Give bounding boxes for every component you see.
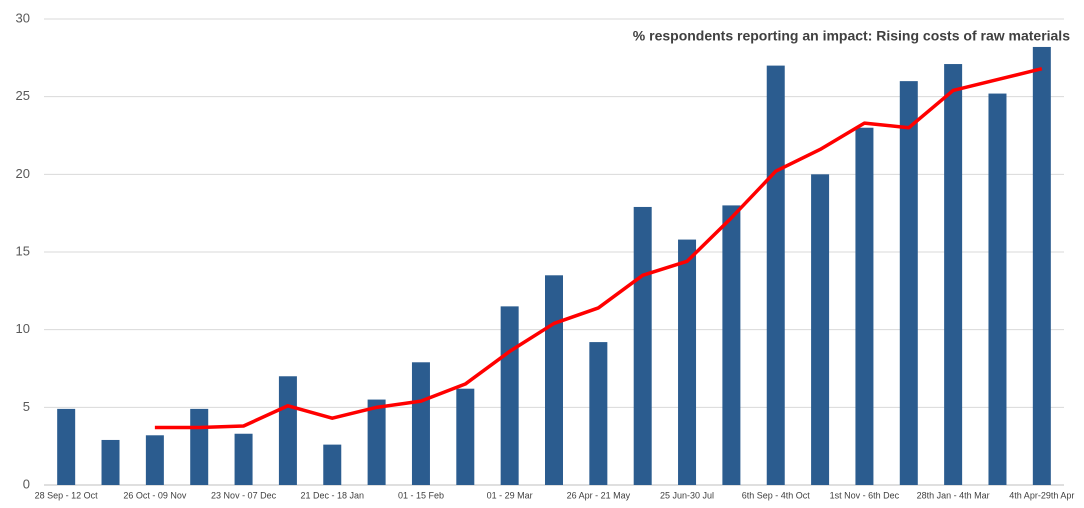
- bar: [944, 64, 963, 486]
- bar: [101, 439, 120, 485]
- bar: [367, 399, 386, 485]
- x-tick-label: 01 - 15 Feb: [398, 490, 444, 500]
- x-tick-label: 21 Dec - 18 Jan: [300, 490, 364, 500]
- bar: [278, 376, 297, 485]
- y-tick-label: 15: [16, 243, 30, 258]
- bar: [500, 306, 519, 485]
- chart-title: % respondents reporting an impact: Risin…: [633, 28, 1070, 44]
- bar: [234, 433, 253, 485]
- x-tick-label: 25 Jun-30 Jul: [660, 490, 714, 500]
- bar: [545, 275, 563, 485]
- bar: [145, 435, 164, 485]
- y-tick-label: 0: [23, 476, 30, 491]
- bar: [811, 174, 830, 486]
- x-tick-label: 4th Apr-29th Apr: [1009, 490, 1074, 500]
- bar: [589, 342, 608, 485]
- bar: [190, 408, 209, 485]
- bar: [855, 127, 874, 485]
- bar: [411, 362, 430, 485]
- bar: [899, 81, 918, 485]
- x-tick-label: 28 Sep - 12 Oct: [35, 490, 99, 500]
- y-tick-label: 5: [23, 399, 30, 414]
- x-tick-label: 23 Nov - 07 Dec: [211, 490, 277, 500]
- bar: [1032, 46, 1051, 486]
- bar: [678, 239, 697, 485]
- bar: [988, 93, 1007, 485]
- bar: [323, 444, 342, 485]
- bar: [633, 206, 652, 485]
- trend-line: [154, 67, 1043, 430]
- x-tick-label: 01 - 29 Mar: [487, 490, 533, 500]
- x-tick-label: 26 Oct - 09 Nov: [123, 490, 187, 500]
- y-tick-label: 25: [16, 88, 30, 103]
- x-tick-label: 28th Jan - 4th Mar: [917, 490, 990, 500]
- y-tick-label: 10: [16, 321, 30, 336]
- x-tick-label: 1st Nov - 6th Dec: [830, 490, 900, 500]
- bar: [456, 388, 475, 485]
- x-tick-label: 6th Sep - 4th Oct: [742, 490, 811, 500]
- y-tick-label: 30: [16, 10, 30, 25]
- x-tick-label: 26 Apr - 21 May: [567, 490, 631, 500]
- bar: [722, 205, 741, 485]
- bar: [57, 408, 76, 485]
- y-tick-label: 20: [16, 166, 30, 181]
- bar: [766, 65, 785, 485]
